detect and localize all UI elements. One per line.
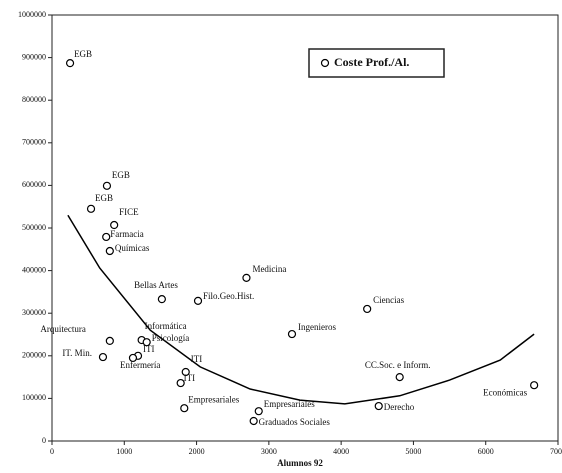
point xyxy=(530,381,539,390)
y-tick-label: 800000 xyxy=(22,95,46,104)
x-axis-label: Alumnos 92 xyxy=(277,458,323,468)
point xyxy=(249,416,258,426)
point xyxy=(181,367,190,377)
point-label: ITI xyxy=(191,354,203,364)
point xyxy=(98,352,108,362)
point xyxy=(110,220,119,230)
point-label: Empresariales xyxy=(188,394,239,404)
point-label: Derecho xyxy=(384,402,415,412)
point-label: Filo.Geo.Hist. xyxy=(203,291,254,301)
legend-marker xyxy=(320,58,330,68)
point xyxy=(180,404,189,413)
x-tick-label: 7000 xyxy=(550,447,562,456)
point xyxy=(128,353,138,363)
point-label: CC.Soc. e Inform. xyxy=(365,360,431,370)
point-label: Económicas xyxy=(483,387,527,397)
y-tick-label: 1000000 xyxy=(18,10,46,19)
point-label: ITI xyxy=(184,373,196,383)
x-tick-label: 5000 xyxy=(405,447,421,456)
point-label: Psicología xyxy=(152,333,190,343)
x-tick-label: 0 xyxy=(50,447,54,456)
point xyxy=(142,338,151,347)
point-label: Enfermería xyxy=(120,360,160,370)
point xyxy=(102,232,111,242)
point-label: EGB xyxy=(74,49,92,59)
point xyxy=(86,204,96,213)
y-tick-label: 0 xyxy=(42,436,46,445)
y-tick-label: 900000 xyxy=(22,52,46,61)
trend-line xyxy=(67,214,535,405)
point xyxy=(105,246,114,256)
x-tick-label: 2000 xyxy=(189,447,205,456)
y-tick-label: 700000 xyxy=(22,138,46,147)
point-label: Ingenieros xyxy=(298,322,336,332)
point-label: IT. Min. xyxy=(62,348,92,358)
y-tick-label: 500000 xyxy=(22,223,46,232)
point-label: Informática xyxy=(145,321,187,331)
point-label: FICE xyxy=(119,207,139,217)
point xyxy=(254,407,263,416)
y-tick-label: 100000 xyxy=(22,393,46,402)
point-label: Arquitectura xyxy=(40,324,85,334)
point-label: EGB xyxy=(95,193,113,203)
point-label: Farmacia xyxy=(110,229,143,239)
point xyxy=(363,304,372,314)
y-tick-label: 400000 xyxy=(22,265,46,274)
x-tick-label: 4000 xyxy=(333,447,349,456)
point-label: Empresariales xyxy=(264,399,315,409)
point-label: Graduados Sociales xyxy=(259,417,331,427)
point xyxy=(374,401,383,411)
legend-label: Coste Prof./Al. xyxy=(334,55,409,69)
x-tick-label: 1000 xyxy=(116,447,132,456)
y-tick-label: 200000 xyxy=(22,351,46,360)
y-tick-label: 300000 xyxy=(22,308,46,317)
point-label: Bellas Artes xyxy=(134,280,178,290)
point-label: EGB xyxy=(112,170,130,180)
point xyxy=(193,296,203,305)
point xyxy=(287,329,297,339)
point-label: Ciencias xyxy=(373,295,404,305)
y-tick-label: 600000 xyxy=(22,180,46,189)
point-label: ITI xyxy=(143,344,155,354)
plot-frame xyxy=(51,14,559,442)
point xyxy=(65,59,75,68)
point xyxy=(395,373,404,382)
point-label: Medicina xyxy=(252,264,286,274)
x-tick-label: 3000 xyxy=(261,447,277,456)
point xyxy=(105,336,114,345)
point xyxy=(102,181,112,190)
point-label: Químicas xyxy=(115,243,150,253)
point xyxy=(242,273,251,282)
legend-box xyxy=(308,48,445,78)
point xyxy=(176,378,185,388)
x-tick-label: 6000 xyxy=(478,447,494,456)
point xyxy=(157,295,166,304)
